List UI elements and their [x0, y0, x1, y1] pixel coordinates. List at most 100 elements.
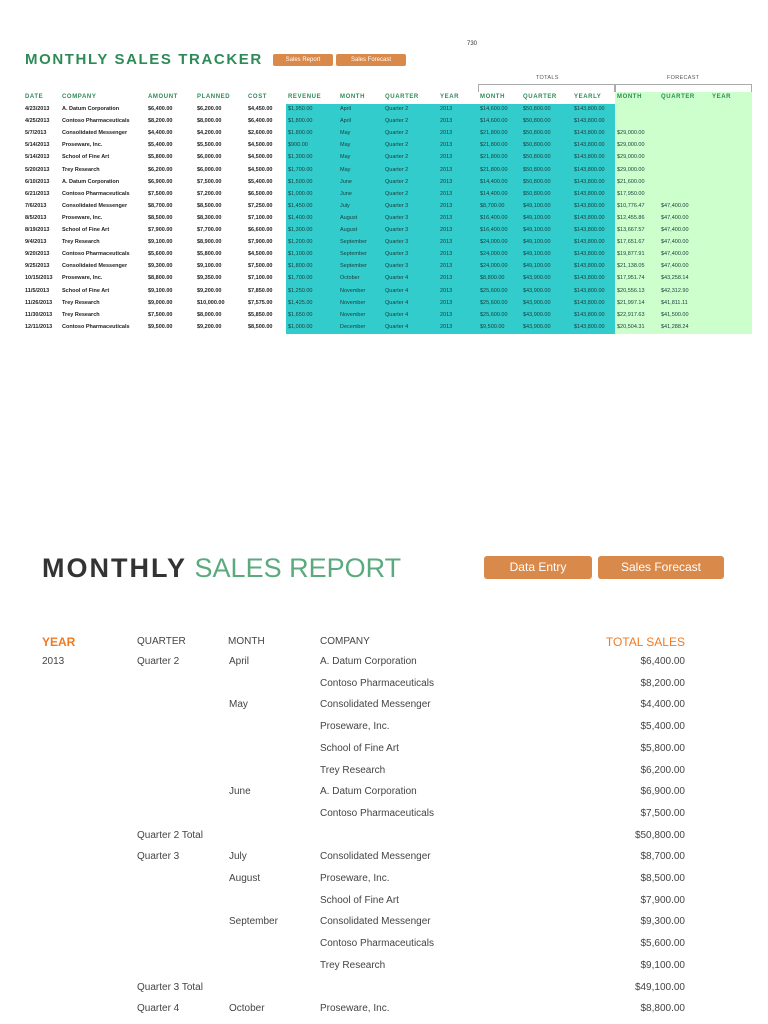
- table-cell[interactable]: September: [340, 239, 367, 246]
- table-cell[interactable]: $143,800.00: [574, 299, 605, 306]
- report-cell-amount[interactable]: $6,900.00: [640, 786, 686, 798]
- table-cell[interactable]: $9,200.00: [197, 287, 222, 294]
- report-cell-month[interactable]: July: [229, 851, 247, 863]
- table-cell[interactable]: $49,100.00: [523, 239, 551, 246]
- table-cell[interactable]: $50,800.00: [523, 178, 551, 185]
- table-cell[interactable]: 9/20/2013: [25, 251, 50, 258]
- table-cell[interactable]: $41,811.11: [661, 299, 688, 306]
- table-cell[interactable]: $43,258.14: [661, 275, 689, 282]
- table-cell[interactable]: $20,556.13: [617, 287, 645, 294]
- sales-report-button[interactable]: Sales Report: [273, 54, 333, 66]
- table-cell[interactable]: April: [340, 118, 352, 125]
- table-cell[interactable]: $16,400.00: [480, 214, 508, 221]
- table-cell[interactable]: Proseware, Inc.: [62, 142, 103, 149]
- table-cell[interactable]: $7,850.00: [248, 287, 273, 294]
- table-cell[interactable]: April: [340, 106, 352, 112]
- table-cell[interactable]: May: [340, 154, 351, 161]
- report-cell-company[interactable]: School of Fine Art: [320, 894, 399, 906]
- report-cell-company[interactable]: Proseware, Inc.: [320, 873, 390, 884]
- column-header[interactable]: AMOUNT: [148, 94, 178, 100]
- table-cell[interactable]: $6,600.00: [248, 227, 273, 233]
- report-cell-amount[interactable]: $7,500.00: [640, 807, 686, 819]
- table-cell[interactable]: $143,800.00: [574, 154, 605, 161]
- table-cell[interactable]: $9,500.00: [148, 323, 173, 330]
- column-header[interactable]: YEAR: [712, 94, 732, 100]
- table-cell[interactable]: $21,138.05: [617, 263, 645, 270]
- table-cell[interactable]: $7,100.00: [248, 275, 273, 282]
- table-cell[interactable]: Quarter 2: [385, 142, 409, 149]
- report-cell-month[interactable]: September: [229, 916, 278, 928]
- table-cell[interactable]: $8,200.00: [148, 118, 173, 125]
- report-cell-amount[interactable]: $50,800.00: [634, 829, 685, 841]
- table-cell[interactable]: $42,312.90: [661, 287, 689, 294]
- table-cell[interactable]: $17,651.67: [617, 239, 645, 246]
- report-cell-year[interactable]: 2013: [42, 656, 65, 667]
- report-cell-amount[interactable]: $9,100.00: [640, 959, 686, 971]
- table-cell[interactable]: Quarter 4: [385, 275, 409, 282]
- table-cell[interactable]: 2013: [440, 190, 453, 197]
- table-cell[interactable]: $7,700.00: [197, 227, 222, 233]
- report-cell-amount[interactable]: $7,900.00: [640, 894, 686, 906]
- table-cell[interactable]: $143,800.00: [574, 239, 605, 246]
- table-cell[interactable]: 2013: [440, 154, 453, 161]
- table-cell[interactable]: Quarter 3: [385, 239, 409, 246]
- table-cell[interactable]: September: [340, 263, 367, 270]
- table-cell[interactable]: June: [340, 178, 352, 185]
- report-header-year[interactable]: YEAR: [42, 635, 76, 649]
- table-cell[interactable]: December: [340, 323, 366, 330]
- report-cell-month[interactable]: June: [229, 786, 251, 798]
- report-header-month[interactable]: MONTH: [228, 636, 265, 647]
- table-cell[interactable]: November: [340, 311, 366, 318]
- table-cell[interactable]: Quarter 2: [385, 118, 409, 125]
- table-cell[interactable]: 12/11/2013: [25, 323, 53, 330]
- table-cell[interactable]: $6,400.00: [248, 118, 273, 125]
- table-cell[interactable]: 2013: [440, 166, 453, 173]
- table-cell[interactable]: $12,455.86: [617, 214, 645, 221]
- table-cell[interactable]: $143,800.00: [574, 214, 605, 221]
- table-cell[interactable]: $143,800.00: [574, 166, 605, 173]
- table-cell[interactable]: $1,800.00: [288, 118, 313, 125]
- table-cell[interactable]: $25,600.00: [480, 311, 508, 318]
- table-cell[interactable]: $7,900.00: [148, 227, 173, 233]
- table-cell[interactable]: $50,800.00: [523, 166, 551, 173]
- table-cell[interactable]: $9,200.00: [197, 323, 222, 330]
- table-cell[interactable]: 5/7/2013: [25, 130, 47, 137]
- report-cell-company[interactable]: A. Datum Corporation: [320, 786, 417, 798]
- table-cell[interactable]: $41,288.24: [661, 323, 689, 330]
- table-cell[interactable]: $5,800.00: [148, 154, 173, 161]
- table-cell[interactable]: August: [340, 214, 358, 221]
- table-cell[interactable]: School of Fine Art: [62, 287, 110, 294]
- table-cell[interactable]: 2013: [440, 239, 453, 246]
- column-header[interactable]: MONTH: [617, 94, 642, 100]
- table-cell[interactable]: $1,400.00: [288, 214, 313, 221]
- table-cell[interactable]: 8/5/2013: [25, 214, 47, 221]
- table-cell[interactable]: November: [340, 287, 366, 294]
- table-cell[interactable]: 2013: [440, 118, 453, 125]
- report-cell-quarter[interactable]: Quarter 3: [137, 851, 180, 863]
- report-cell-company[interactable]: Contoso Pharmaceuticals: [320, 677, 434, 689]
- table-cell[interactable]: $9,100.00: [148, 287, 173, 294]
- table-cell[interactable]: Quarter 3: [385, 251, 409, 258]
- table-cell[interactable]: $1,800.00: [288, 263, 313, 270]
- table-cell[interactable]: 9/4/2013: [25, 239, 47, 246]
- table-cell[interactable]: $24,000.00: [480, 263, 508, 270]
- report-header-quarter[interactable]: QUARTER: [137, 636, 186, 647]
- table-cell[interactable]: Quarter 3: [385, 263, 409, 270]
- table-cell[interactable]: 11/30/2013: [25, 311, 53, 318]
- table-cell[interactable]: 2013: [440, 275, 453, 282]
- report-cell-month[interactable]: August: [229, 873, 261, 884]
- table-cell[interactable]: $7,575.00: [248, 299, 273, 306]
- table-cell[interactable]: $143,800.00: [574, 323, 605, 330]
- table-cell[interactable]: $22,917.63: [617, 311, 645, 318]
- table-cell[interactable]: 2013: [440, 142, 453, 149]
- table-cell[interactable]: $1,500.00: [288, 178, 313, 185]
- table-cell[interactable]: $14,600.00: [480, 106, 508, 112]
- table-cell[interactable]: $49,100.00: [523, 214, 551, 221]
- table-cell[interactable]: Quarter 4: [385, 299, 409, 306]
- table-cell[interactable]: $1,300.00: [288, 227, 313, 233]
- table-cell[interactable]: Trey Research: [62, 239, 100, 246]
- table-cell[interactable]: $25,600.00: [480, 287, 508, 294]
- table-cell[interactable]: 2013: [440, 227, 453, 233]
- table-cell[interactable]: $17,950.00: [617, 190, 645, 197]
- table-cell[interactable]: $1,100.00: [288, 251, 313, 258]
